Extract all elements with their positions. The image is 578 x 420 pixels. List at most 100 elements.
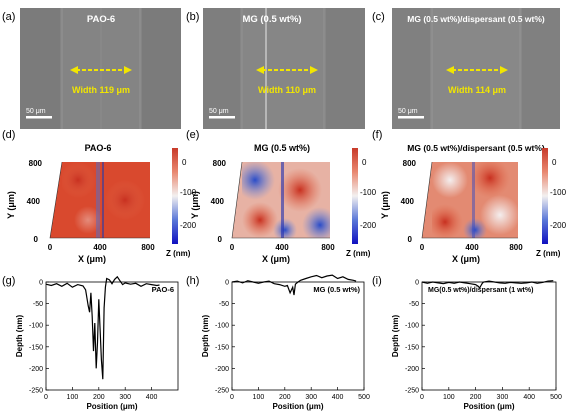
topo-title-f: MG (0.5 wt%)/dispersant (0.5 wt%) [407,143,545,153]
topo-xtick-d-1: 400 [93,243,107,252]
topo-ytick-e-0: 800 [213,159,227,168]
x-tick-label-i-5: 500 [550,394,562,401]
x-tick-label-i-1: 100 [443,394,455,401]
panel-label-f: (f) [372,129,382,141]
topo-ylabel-d: Y (μm) [6,191,16,219]
topo-xtick-d-2: 800 [141,243,155,252]
topo-xtick-e-2: 800 [321,243,335,252]
plot-frame-h [231,281,365,391]
plot-frame-i [421,281,557,391]
y-tick-label-i-3: -150 [405,344,419,351]
topo-ytick-d-1: 400 [27,197,41,206]
y-tick-label-h-4: -200 [215,366,229,373]
x-tick-label-h-4: 400 [332,394,344,401]
width-label-a: Width 119 μm [72,85,130,95]
topo-title-e: MG (0.5 wt%) [254,143,310,153]
cbar-tick-f-1: -100 [550,188,567,197]
topo-ytick-f-1: 400 [401,197,415,206]
x-axis-label-h: Position (μm) [272,402,323,411]
surface-f [421,161,518,239]
y-tick-label-i-5: -250 [405,388,419,395]
micrograph-title-b: MG (0.5 wt%) [242,14,301,25]
width-label-c: Width 114 μm [448,85,506,95]
y-axis-label-h: Depth (nm) [201,315,210,358]
plot-title-g: PAO-6 [152,285,174,294]
width-arrow-c [446,66,508,74]
topo-xlabel-d: X (μm) [78,254,106,264]
x-tick-label-i-3: 300 [497,394,509,401]
depth-profile-line-h [231,274,357,296]
panel-label-i: (i) [372,275,382,287]
plot-title-i: MG(0.5 wt%)/dispersant (1 wt%) [428,287,533,294]
scale-label-b: 50 μm [209,108,229,115]
y-tick-label-g-5: -250 [29,388,43,395]
topo-xlabel-e: X (μm) [262,254,290,264]
width-arrow-a [70,66,132,74]
x-tick-label-g-2: 200 [93,394,105,401]
x-tick-label-g-0: 0 [44,394,48,401]
colorbar-f: 0 -100 -200 Z (nm) [536,148,567,258]
topo-ytick-e-2: 0 [218,235,223,244]
cbar-label-d: Z (nm) [166,249,191,258]
y-tick-label-h-3: -150 [215,344,229,351]
micrograph-title-c: MG (0.5 wt%)/dispersant (0.5 wt%) [407,14,545,24]
x-axis-label-g: Position (μm) [86,402,137,411]
depth-profile-line-g [45,275,160,380]
panel-label-b: (b) [186,11,199,23]
y-tick-label-i-2: -100 [405,323,419,330]
panel-label-g: (g) [2,275,15,287]
y-axis-label-g: Depth (nm) [15,315,24,358]
scale-label-a: 50 μm [26,108,46,115]
colorbar-d: 0 -100 -200 Z (nm) [166,148,197,258]
x-tick-label-g-1: 100 [67,394,79,401]
topo-xtick-d-0: 0 [48,243,53,252]
cbar-label-e: Z (nm) [346,249,371,258]
cbar-label-f: Z (nm) [536,249,561,258]
topo-ytick-d-2: 0 [34,235,39,244]
x-tick-label-i-0: 0 [420,394,424,401]
plot-frame-g [45,281,179,391]
depth-profile-line-i [421,280,554,290]
topo-title-d: PAO-6 [85,143,112,153]
x-tick-label-h-0: 0 [230,394,234,401]
width-arrow-b [256,66,318,74]
topo-xtick-e-1: 400 [275,243,289,252]
scale-label-c: 50 μm [398,108,418,115]
panel-label-c: (c) [372,11,385,23]
topo-xtick-e-0: 0 [230,243,235,252]
cbar-tick-f-0: 0 [552,158,557,167]
cbar-tick-d-0: 0 [182,158,187,167]
x-tick-label-h-5: 500 [358,394,370,401]
panel-label-a: (a) [2,11,15,23]
y-tick-label-h-5: -250 [215,388,229,395]
y-tick-label-h-2: -100 [215,323,229,330]
y-tick-label-h-0: 0 [225,280,229,287]
x-tick-label-h-2: 200 [279,394,291,401]
surface-e [231,161,330,239]
x-tick-label-g-4: 400 [146,394,158,401]
topo-xtick-f-1: 400 [465,243,479,252]
width-label-b: Width 110 μm [258,85,316,95]
cbar-tick-e-1: -100 [360,188,377,197]
panel-label-d: (d) [2,129,15,141]
colorbar-e: 0 -100 -200 Z (nm) [346,148,377,258]
micrograph-title-a: PAO-6 [87,14,115,25]
topo-ytick-d-0: 800 [29,159,43,168]
y-tick-label-g-3: -150 [29,344,43,351]
y-tick-label-g-0: 0 [39,280,43,287]
panel-label-e: (e) [186,129,199,141]
y-tick-label-i-0: 0 [415,280,419,287]
cbar-tick-d-1: -100 [180,188,197,197]
topo-ytick-f-2: 0 [408,235,413,244]
topo-xlabel-f: X (μm) [452,254,480,264]
x-tick-label-g-3: 300 [119,394,131,401]
scale-bar-a [26,116,52,119]
topo-xtick-f-2: 800 [509,243,523,252]
y-tick-label-i-4: -200 [405,366,419,373]
scale-bar-b [209,116,235,119]
scale-bar-c [398,116,424,119]
y-axis-label-i: Depth (nm) [391,315,400,358]
